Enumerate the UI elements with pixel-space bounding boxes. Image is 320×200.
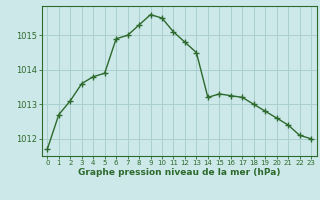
X-axis label: Graphe pression niveau de la mer (hPa): Graphe pression niveau de la mer (hPa) — [78, 168, 280, 177]
